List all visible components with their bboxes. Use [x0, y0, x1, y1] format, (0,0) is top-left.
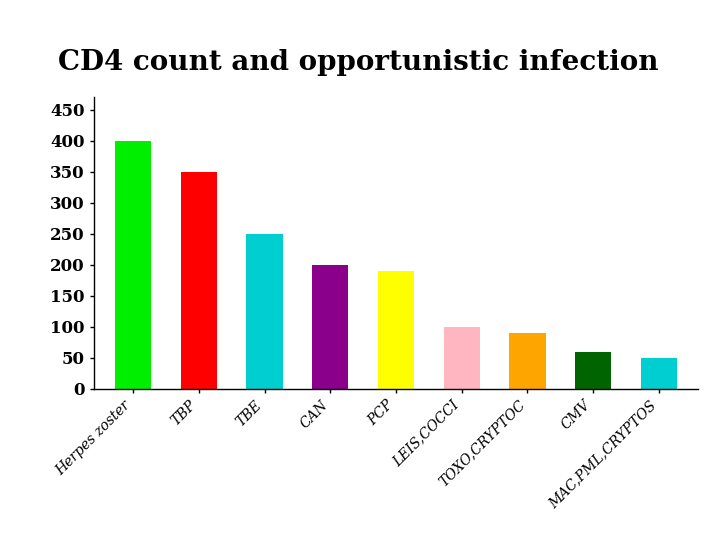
Bar	[641, 358, 677, 389]
Bar	[510, 333, 546, 389]
Bar	[312, 265, 348, 389]
Bar	[115, 140, 151, 389]
Bar	[181, 172, 217, 389]
Bar	[575, 352, 611, 389]
Bar	[378, 271, 414, 389]
Text: CD4 count and opportunistic infection: CD4 count and opportunistic infection	[58, 49, 658, 76]
Bar	[246, 234, 283, 389]
Bar	[444, 327, 480, 389]
